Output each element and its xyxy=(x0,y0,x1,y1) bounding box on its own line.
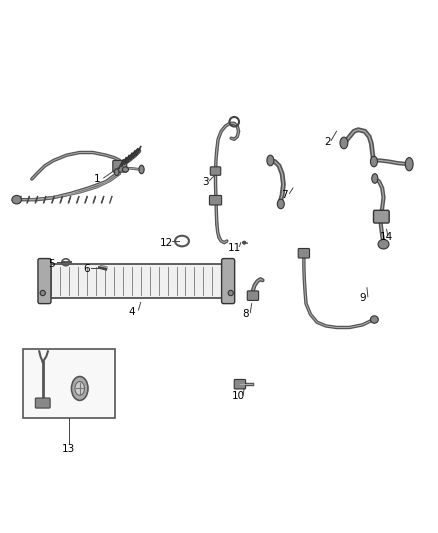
Ellipse shape xyxy=(372,174,378,183)
FancyBboxPatch shape xyxy=(35,398,50,408)
Text: 8: 8 xyxy=(242,309,248,319)
Ellipse shape xyxy=(243,241,246,244)
Text: 3: 3 xyxy=(203,176,209,187)
FancyBboxPatch shape xyxy=(209,196,222,205)
FancyBboxPatch shape xyxy=(113,160,127,172)
FancyBboxPatch shape xyxy=(234,379,246,389)
Ellipse shape xyxy=(122,167,128,172)
Text: 1: 1 xyxy=(94,174,100,184)
Text: 2: 2 xyxy=(325,137,331,147)
FancyBboxPatch shape xyxy=(210,167,221,175)
Ellipse shape xyxy=(405,158,413,171)
Ellipse shape xyxy=(277,199,284,209)
FancyBboxPatch shape xyxy=(247,291,258,301)
Ellipse shape xyxy=(75,382,85,395)
Text: 13: 13 xyxy=(62,445,75,455)
FancyBboxPatch shape xyxy=(374,211,389,223)
Text: 7: 7 xyxy=(281,190,288,200)
Ellipse shape xyxy=(228,290,233,296)
Ellipse shape xyxy=(371,316,378,323)
Bar xyxy=(45,264,228,298)
Text: 14: 14 xyxy=(380,232,393,243)
Ellipse shape xyxy=(378,239,389,249)
FancyBboxPatch shape xyxy=(298,248,310,258)
FancyBboxPatch shape xyxy=(38,259,51,304)
Text: 12: 12 xyxy=(160,238,173,248)
Ellipse shape xyxy=(139,165,144,174)
Text: 4: 4 xyxy=(129,306,135,317)
Text: 10: 10 xyxy=(232,391,245,401)
Ellipse shape xyxy=(340,137,348,149)
Ellipse shape xyxy=(371,156,378,167)
Ellipse shape xyxy=(115,168,119,175)
Text: 5: 5 xyxy=(48,259,55,269)
Ellipse shape xyxy=(12,196,21,204)
Text: 9: 9 xyxy=(359,293,366,303)
Text: 11: 11 xyxy=(228,243,241,253)
Bar xyxy=(23,349,115,418)
Ellipse shape xyxy=(267,155,274,166)
Text: 6: 6 xyxy=(83,264,89,274)
FancyBboxPatch shape xyxy=(222,259,235,304)
Ellipse shape xyxy=(40,290,46,296)
Ellipse shape xyxy=(71,376,88,400)
